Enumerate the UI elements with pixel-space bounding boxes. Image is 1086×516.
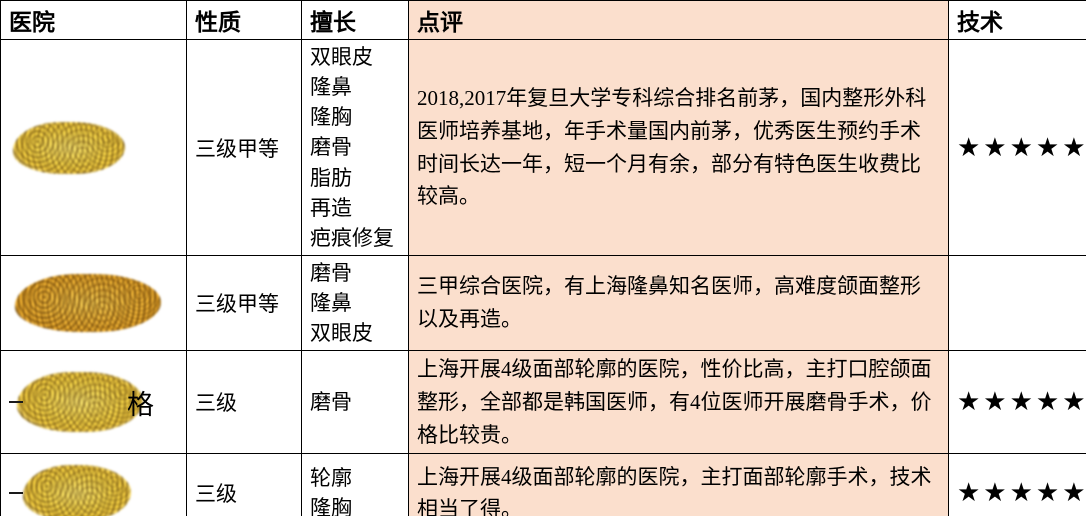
- pen-stroke: [9, 401, 23, 404]
- visible-hospital-char: 格: [127, 389, 154, 420]
- specialty-cell: 磨骨: [301, 350, 409, 455]
- skill-rating: ★★★★★: [948, 39, 1086, 256]
- hospital-name-cell: [0, 254, 187, 352]
- header-specialty: 擅长: [301, 0, 409, 40]
- specialty-cell: 轮廓 隆胸: [301, 453, 409, 516]
- redaction-scribble-icon: [15, 274, 161, 333]
- specialty-cell: 双眼皮 隆鼻 隆胸 磨骨 脂肪 再造 疤痕修复: [301, 39, 409, 256]
- hospital-name-cell: [0, 453, 187, 516]
- header-hospital: 医院: [0, 0, 187, 40]
- redaction-scribble-icon: [17, 372, 143, 433]
- nature-cell: 三级甲等: [186, 39, 302, 256]
- skill-rating: [948, 254, 1086, 352]
- hospital-name-cell: [0, 39, 187, 256]
- nature-cell: 三级: [186, 350, 302, 455]
- header-nature: 性质: [186, 0, 302, 40]
- skill-rating: ★★★★★: [948, 350, 1086, 455]
- skill-rating: ★★★★★: [948, 453, 1086, 516]
- table-row: 三级 轮廓 隆胸 上海开展4级面部轮廓的医院，主打面部轮廓手术，技术相当了得。 …: [0, 453, 1086, 516]
- redaction-scribble-icon: [23, 465, 131, 516]
- header-row: 医院 性质 擅长 点评 技术: [0, 0, 1086, 40]
- nature-cell: 三级: [186, 453, 302, 516]
- pen-stroke: [9, 492, 23, 495]
- review-cell: 上海开展4级面部轮廓的医院，性价比高，主打口腔颌面整形，全部都是韩国医师，有4位…: [408, 350, 949, 455]
- table-row: 三级甲等 双眼皮 隆鼻 隆胸 磨骨 脂肪 再造 疤痕修复 2018,2017年复…: [0, 39, 1086, 256]
- table-row: 格 三级 磨骨 上海开展4级面部轮廓的医院，性价比高，主打口腔颌面整形，全部都是…: [0, 350, 1086, 455]
- table-row: 三级甲等 磨骨 隆鼻 双眼皮 三甲综合医院，有上海隆鼻知名医师，高难度颌面整形以…: [0, 254, 1086, 352]
- review-cell: 三甲综合医院，有上海隆鼻知名医师，高难度颌面整形以及再造。: [408, 254, 949, 352]
- redaction-scribble-icon: [13, 121, 125, 174]
- hospital-name-cell: 格: [0, 350, 187, 455]
- header-review: 点评: [408, 0, 949, 40]
- header-skill: 技术: [948, 0, 1086, 40]
- nature-cell: 三级甲等: [186, 254, 302, 352]
- review-cell: 上海开展4级面部轮廓的医院，主打面部轮廓手术，技术相当了得。: [408, 453, 949, 516]
- review-cell: 2018,2017年复旦大学专科综合排名前茅，国内整形外科医师培养基地，年手术量…: [408, 39, 949, 256]
- specialty-cell: 磨骨 隆鼻 双眼皮: [301, 254, 409, 352]
